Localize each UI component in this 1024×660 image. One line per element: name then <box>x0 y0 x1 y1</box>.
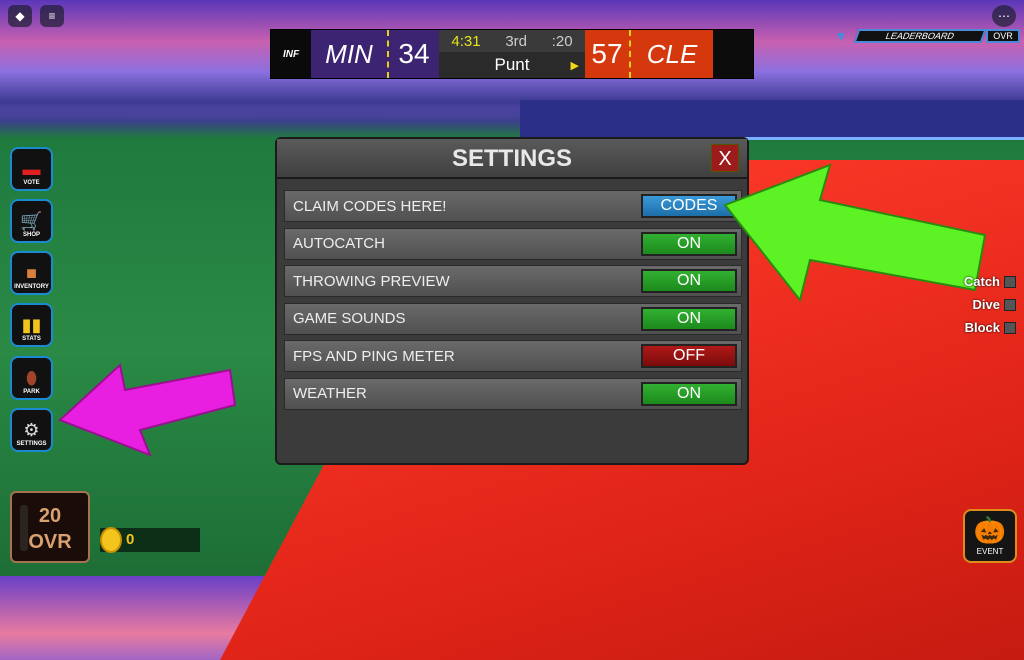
control-block: Block <box>965 320 1016 335</box>
ovr-sort-button[interactable]: OVR <box>986 29 1020 43</box>
play-clock: :20 <box>551 32 573 50</box>
setting-row-weather: WEATHER ON <box>284 377 742 410</box>
setting-row-autocatch: AUTOCATCH ON <box>284 227 742 260</box>
sidebar-item-inventory[interactable]: ■ INVENTORY <box>10 251 53 295</box>
key-icon <box>1004 298 1016 311</box>
quarter: 3rd <box>505 32 528 50</box>
game-sounds-toggle[interactable]: ON <box>641 306 737 331</box>
leaderboard-button[interactable]: LEADERBOARD <box>853 29 987 43</box>
control-catch: Catch <box>964 274 1016 289</box>
coin-count: 0 <box>126 531 135 548</box>
sidebar-item-shop[interactable]: 🛒 SHOP <box>10 199 53 243</box>
more-options-icon[interactable]: ⋯ <box>992 5 1016 27</box>
gear-icon: ⚙ <box>23 420 40 440</box>
bar-chart-icon: ▮▮ <box>21 315 42 335</box>
stadium-wall <box>520 100 1024 140</box>
possession-arrow-icon: ▶ <box>570 59 579 72</box>
fps-meter-toggle[interactable]: OFF <box>641 344 737 368</box>
game-clock: 4:31 <box>451 32 481 50</box>
settings-dialog: SETTINGS X CLAIM CODES HERE! CODES AUTOCA… <box>275 137 749 465</box>
weather-toggle[interactable]: ON <box>641 381 737 406</box>
setting-row-game-sounds: GAME SOUNDS ON <box>284 302 742 335</box>
chat-icon[interactable]: ≡ <box>40 5 64 27</box>
throwing-preview-toggle[interactable]: ON <box>641 269 737 293</box>
roblox-menu-icon[interactable]: ◆ <box>8 5 32 27</box>
control-dive: Dive <box>973 297 1016 312</box>
setting-row-fps-meter: FPS AND PING METER OFF <box>284 340 742 372</box>
event-button[interactable]: 🎃 EVENT <box>963 509 1017 563</box>
coin-icon <box>100 527 122 553</box>
settings-title: SETTINGS <box>277 139 747 179</box>
key-icon <box>1004 321 1016 334</box>
sidebar-item-park[interactable]: ⬮ PARK <box>10 356 53 400</box>
setting-row-throwing-preview: THROWING PREVIEW ON <box>284 265 742 297</box>
scoreboard: INF MIN 34 4:31 3rd :20 Punt ▶ 57 CLE <box>270 29 754 79</box>
magenta-arrow-annotation <box>58 363 237 457</box>
chevron-down-icon[interactable]: ▼ <box>834 28 848 44</box>
green-arrow-annotation <box>723 163 987 303</box>
away-score: 57 <box>585 30 629 78</box>
autocatch-toggle[interactable]: ON <box>641 231 737 256</box>
sidebar-item-settings[interactable]: ⚙ SETTINGS <box>10 408 53 452</box>
sidebar-item-vote[interactable]: ▬ VOTE <box>10 147 53 191</box>
player-ovr-badge: 20 OVR <box>10 491 90 563</box>
mouse-icon <box>1004 275 1016 288</box>
current-play: Punt <box>494 55 530 74</box>
away-team: CLE <box>629 30 713 78</box>
box-icon: ■ <box>26 263 37 283</box>
home-score: 34 <box>387 30 439 78</box>
cart-icon: 🛒 <box>20 211 43 231</box>
home-team: MIN <box>311 30 387 78</box>
football-icon: ⬮ <box>25 368 38 388</box>
pumpkin-icon: 🎃 <box>973 515 1007 545</box>
ballot-box-icon: ▬ <box>22 159 41 179</box>
setting-row-codes: CLAIM CODES HERE! CODES <box>284 190 742 222</box>
league-logo: INF <box>271 30 311 78</box>
sidebar-item-stats[interactable]: ▮▮ STATS <box>10 303 53 347</box>
close-button[interactable]: X <box>711 144 739 172</box>
ovr-progress-bar <box>20 505 28 551</box>
